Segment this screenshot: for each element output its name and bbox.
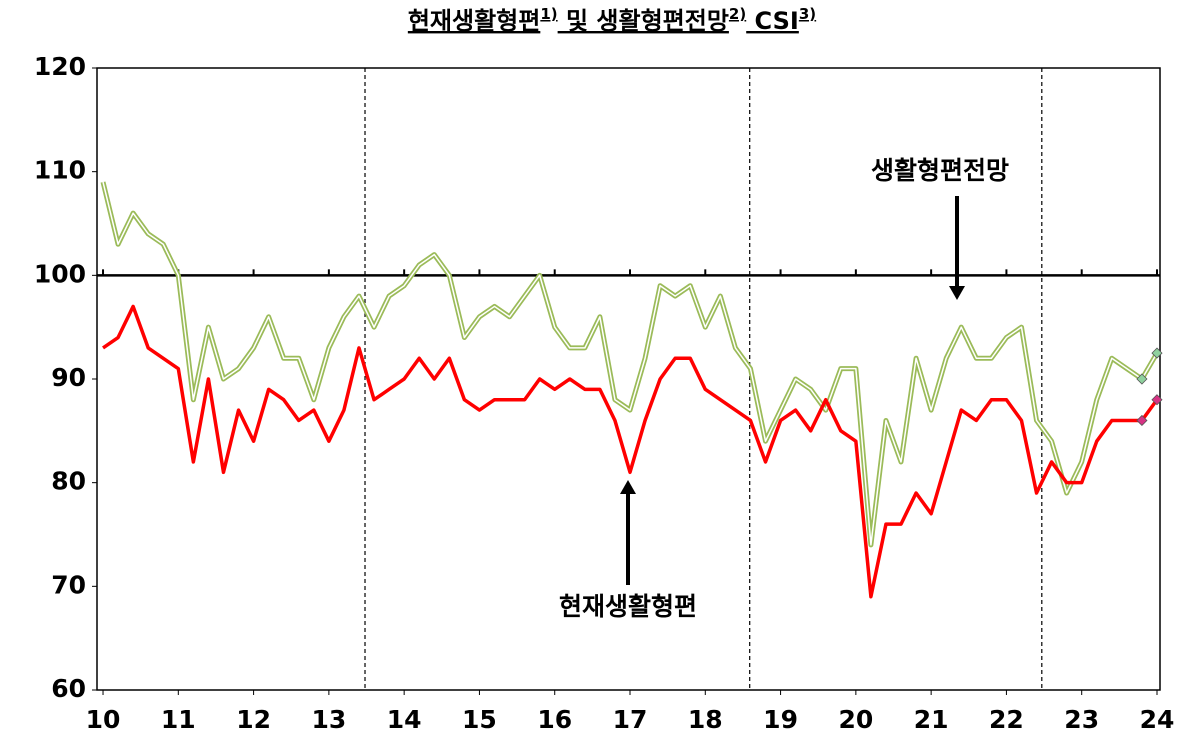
annotation-arrowhead	[949, 286, 965, 300]
y-tick-label: 120	[34, 52, 86, 81]
x-tick-label: 20	[838, 705, 873, 734]
end-marker	[1136, 414, 1148, 427]
x-tick-label: 12	[236, 705, 271, 734]
x-tick-label: 24	[1140, 705, 1175, 734]
annotation: 현재생활형편	[559, 592, 697, 621]
x-tick-label: 23	[1064, 705, 1099, 734]
x-tick-label: 13	[311, 705, 346, 734]
end-marker	[1151, 394, 1163, 406]
title-part: 및 생활형편전망	[558, 7, 729, 35]
title-superscript: 1)	[540, 5, 557, 23]
end-marker	[1151, 347, 1163, 359]
title-superscript: 2)	[729, 5, 746, 23]
annotation: 생활형편전망	[871, 156, 1009, 185]
series-line-inner	[102, 181, 1158, 546]
series-line	[102, 304, 1159, 599]
annotation-arrowhead	[620, 480, 636, 494]
y-tick-label: 60	[51, 674, 86, 703]
y-tick-label: 90	[51, 363, 86, 392]
x-tick-label: 15	[462, 705, 497, 734]
x-tick-label: 14	[387, 705, 422, 734]
plot-area	[96, 67, 1161, 691]
x-tick-label: 16	[537, 705, 572, 734]
x-tick-label: 19	[763, 705, 798, 734]
title-superscript: 3)	[799, 5, 816, 23]
y-tick-label: 110	[34, 156, 86, 185]
y-tick-label: 80	[51, 467, 86, 496]
y-tick-label: 100	[34, 259, 86, 288]
title-part: CSI	[746, 7, 799, 35]
x-tick-label: 17	[613, 705, 648, 734]
y-tick-label: 70	[51, 570, 86, 599]
chart-title: 현재생활형편1) 및 생활형편전망2) CSI3)	[408, 5, 816, 36]
x-tick-label: 22	[989, 705, 1024, 734]
x-tick-label: 21	[914, 705, 949, 734]
x-tick-label: 18	[688, 705, 723, 734]
title-part: 현재생활형편	[408, 7, 540, 35]
x-tick-label: 11	[161, 705, 196, 734]
end-marker	[1136, 373, 1148, 385]
x-tick-label: 10	[86, 705, 121, 734]
